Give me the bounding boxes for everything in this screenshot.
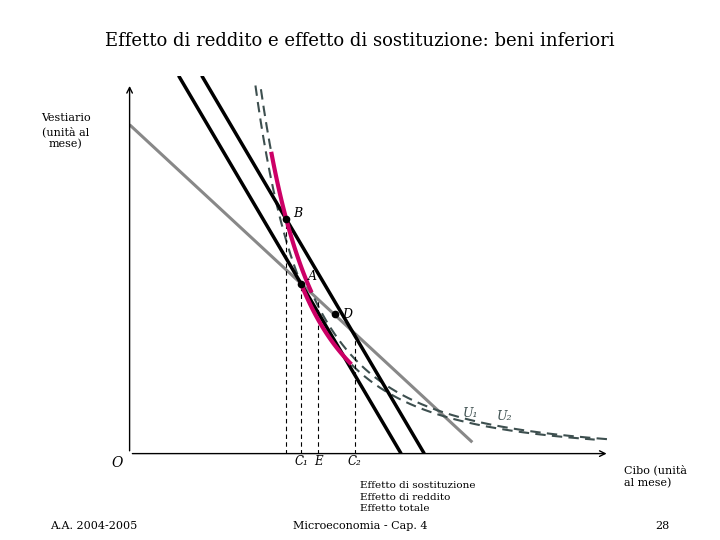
Text: Effetto di reddito: Effetto di reddito <box>360 492 450 502</box>
Text: C₂: C₂ <box>348 455 361 468</box>
Text: E: E <box>314 455 323 468</box>
Text: Microeconomia - Cap. 4: Microeconomia - Cap. 4 <box>293 521 427 531</box>
Text: Effetto di sostituzione: Effetto di sostituzione <box>360 481 475 490</box>
Text: Cibo (unità
al mese): Cibo (unità al mese) <box>624 465 687 489</box>
Text: 28: 28 <box>655 521 670 531</box>
Text: Effetto totale: Effetto totale <box>360 504 429 513</box>
Text: A.A. 2004-2005: A.A. 2004-2005 <box>50 521 138 531</box>
Text: U₁: U₁ <box>462 408 478 421</box>
Text: D: D <box>343 307 353 321</box>
Text: C₁: C₁ <box>294 455 308 468</box>
Text: B: B <box>294 207 302 220</box>
Text: O: O <box>112 456 123 470</box>
Text: Vestiario
(unità al
mese): Vestiario (unità al mese) <box>41 113 91 150</box>
Text: A: A <box>308 269 318 283</box>
Text: U₂: U₂ <box>497 410 513 423</box>
Text: Effetto di reddito e effetto di sostituzione: beni inferiori: Effetto di reddito e effetto di sostituz… <box>105 32 615 50</box>
